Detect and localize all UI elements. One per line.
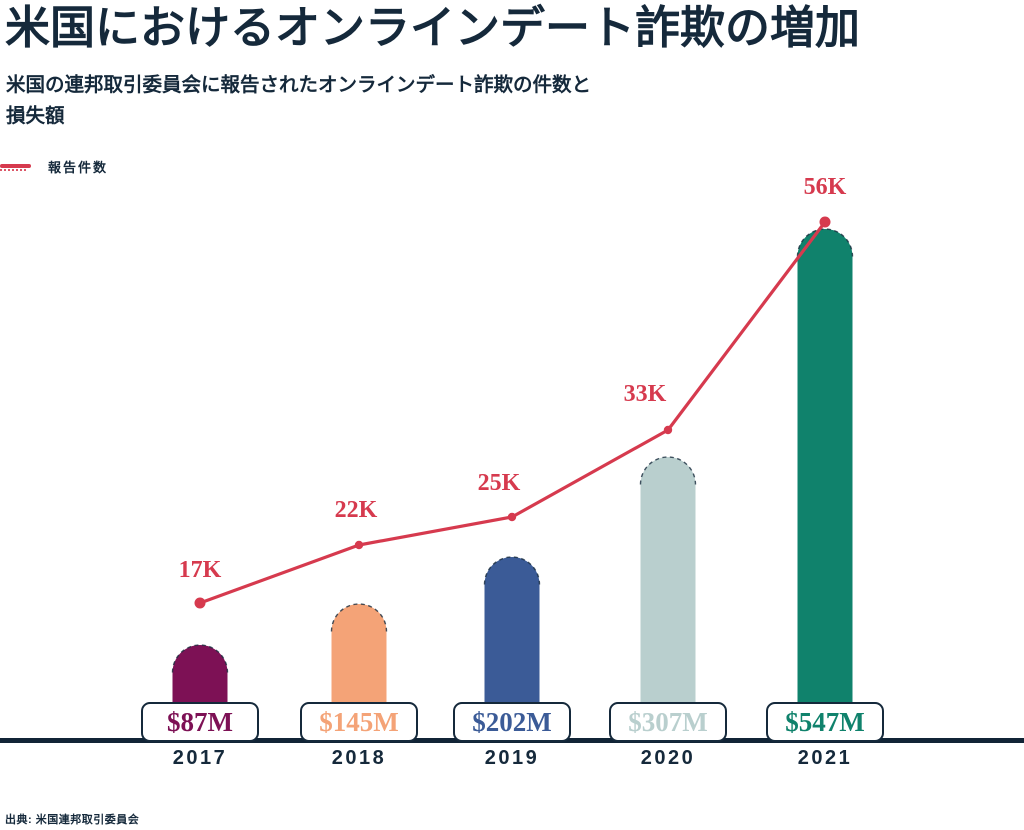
- line-value-label-2018: 22K: [334, 497, 378, 523]
- legend-line-swatch: [0, 164, 31, 171]
- line-point-2020: [663, 425, 673, 435]
- loss-label-box-2019: $202M: [453, 702, 571, 742]
- loss-label-box-2018: $145M: [300, 702, 418, 742]
- year-label-2017: 2017: [172, 747, 228, 769]
- legend: 報告件数: [0, 155, 108, 177]
- line-value-label-2020: 33K: [623, 381, 667, 407]
- bar-2021: [797, 229, 853, 740]
- line-point-2017: [194, 597, 206, 609]
- line-point-2018: [354, 540, 364, 550]
- loss-label-box-2017: $87M: [141, 702, 259, 742]
- year-label-2021: 2021: [797, 747, 853, 769]
- bar-2019: [484, 557, 540, 740]
- line-point-2019: [507, 512, 517, 522]
- year-label-2018: 2018: [331, 747, 387, 769]
- chart-subtitle: 米国の連邦取引委員会に報告されたオンラインデート詐欺の件数と 損失額: [6, 70, 766, 132]
- year-label-2020: 2020: [640, 747, 696, 769]
- legend-label: 報告件数: [48, 159, 109, 175]
- loss-label-box-2021: $547M: [766, 702, 884, 742]
- chart-subtitle-line1: 米国の連邦取引委員会に報告されたオンラインデート詐欺の件数と: [6, 74, 592, 96]
- line-value-label-2017: 17K: [178, 557, 222, 583]
- chart-subtitle-line2: 損失額: [6, 105, 65, 127]
- line-value-label-2019: 25K: [477, 470, 521, 496]
- source-note: 出典: 米国連邦取引委員会: [5, 814, 140, 826]
- line-value-label-2021: 56K: [803, 174, 847, 200]
- line-point-2021: [819, 216, 831, 228]
- loss-label-box-2020: $307M: [609, 702, 727, 742]
- bar-2020: [640, 456, 696, 740]
- year-label-2019: 2019: [484, 747, 540, 769]
- chart-title: 米国におけるオンラインデート詐欺の増加: [5, 3, 861, 53]
- reports-line: [199, 221, 827, 605]
